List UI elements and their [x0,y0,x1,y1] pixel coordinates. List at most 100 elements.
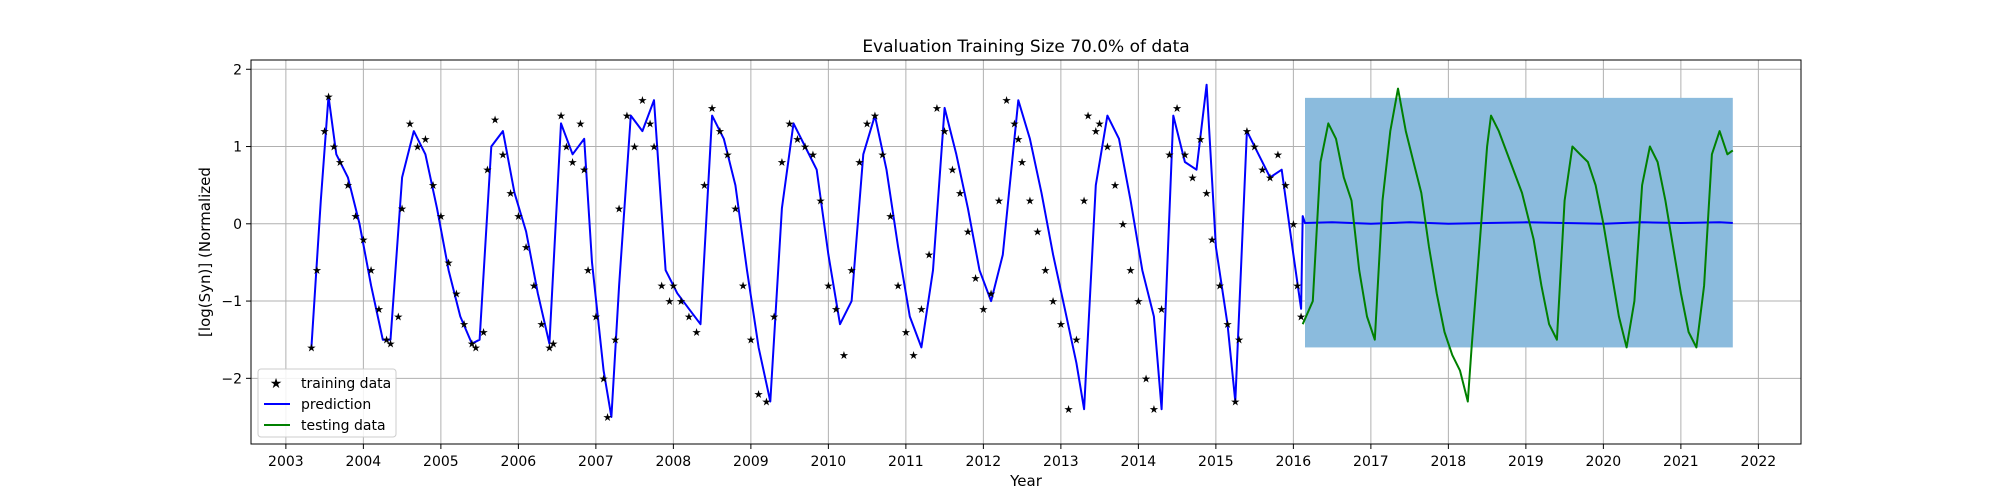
training-data-point: ★ [366,264,376,277]
x-tick-label: 2006 [501,454,537,470]
chart-title: Evaluation Training Size 70.0% of data [862,37,1189,57]
training-data-point: ★ [556,110,566,123]
training-data-point: ★ [893,280,903,293]
training-data-point: ★ [1133,295,1143,308]
training-data-point: ★ [630,141,640,154]
legend-label-testing: testing data [301,418,386,434]
series-layer [310,83,1734,418]
training-data-point: ★ [575,117,585,130]
training-data-point: ★ [637,94,647,107]
x-tick-label: 2017 [1353,454,1389,470]
x-tick-label: 2010 [811,454,847,470]
training-data-point: ★ [614,202,624,215]
training-data-point: ★ [1110,179,1120,192]
x-tick-label: 2014 [1121,454,1157,470]
training-data-point: ★ [1180,148,1190,161]
training-data-point: ★ [386,338,396,351]
training-data-point: ★ [1141,372,1151,385]
training-data-point: ★ [645,117,655,130]
plot-frame [250,59,1802,445]
training-data-point: ★ [306,341,316,354]
training-data-point: ★ [479,326,489,339]
training-data-point: ★ [1013,133,1023,146]
training-data-point: ★ [548,338,558,351]
training-data-point: ★ [490,114,500,127]
x-tick-label: 2020 [1586,454,1622,470]
training-data-point: ★ [1250,141,1260,154]
prediction-line [310,83,1733,418]
training-data-point: ★ [506,187,516,200]
training-data-point: ★ [932,102,942,115]
testing-data-line [1301,87,1734,403]
x-tick-label: 2004 [346,454,382,470]
x-tick-label: 2021 [1663,454,1699,470]
y-tick-label: 0 [233,217,242,233]
y-axis-label: [log(Syn)] (Normalized [196,167,214,337]
training-data-point: ★ [1202,187,1212,200]
training-data-point: ★ [1195,133,1205,146]
training-data-point: ★ [599,372,609,385]
training-data-point: ★ [1126,264,1136,277]
y-tick-label: −1 [221,294,242,310]
training-data-point: ★ [591,311,601,324]
training-data-point: ★ [730,202,740,215]
training-data-point: ★ [916,303,926,316]
x-tick-label: 2007 [578,454,614,470]
training-data-point: ★ [746,334,756,347]
training-data-point: ★ [1017,156,1027,169]
training-data-point: ★ [668,280,678,293]
training-data-point: ★ [1207,233,1217,246]
training-data-point: ★ [676,295,686,308]
training-data-point: ★ [1079,195,1089,208]
training-data-point: ★ [1025,195,1035,208]
training-data-point: ★ [978,303,988,316]
training-data-point: ★ [723,148,733,161]
training-data-point: ★ [513,210,523,223]
x-tick-label: 2015 [1198,454,1234,470]
training-data-point: ★ [808,148,818,161]
x-tick-label: 2013 [1043,454,1079,470]
training-data-point: ★ [769,311,779,324]
training-data-point: ★ [909,349,919,362]
y-tick-label: 2 [233,62,242,78]
training-data-point: ★ [761,396,771,409]
training-data-point: ★ [792,133,802,146]
training-data-point: ★ [657,280,667,293]
training-data-point: ★ [800,141,810,154]
training-data-point: ★ [831,303,841,316]
training-data-point: ★ [1172,102,1182,115]
training-data-point: ★ [699,179,709,192]
x-tick-label: 2011 [888,454,924,470]
training-data-point: ★ [482,164,492,177]
training-data-point: ★ [561,141,571,154]
training-data-point: ★ [436,210,446,223]
training-data-point: ★ [963,226,973,239]
training-data-point: ★ [471,341,481,354]
training-data-point: ★ [467,338,477,351]
training-data-point: ★ [537,318,547,331]
training-data-point: ★ [1071,334,1081,347]
training-data-point: ★ [1002,94,1012,107]
training-data-point: ★ [665,295,675,308]
training-data-point: ★ [847,264,857,277]
training-data-point: ★ [1164,148,1174,161]
training-data-point: ★ [1242,125,1252,138]
training-data-point: ★ [738,280,748,293]
x-tick-label: 2022 [1741,454,1777,470]
y-tick-label: 1 [233,140,242,156]
training-data-point: ★ [444,256,454,269]
training-data-point: ★ [343,179,353,192]
training-data-point: ★ [583,264,593,277]
x-tick-label: 2009 [733,454,769,470]
training-data-point: ★ [955,187,965,200]
training-data-point: ★ [1056,318,1066,331]
x-tick-label: 2008 [656,454,692,470]
training-data-point: ★ [924,249,934,262]
training-data-point: ★ [1048,295,1058,308]
training-data-point: ★ [1215,280,1225,293]
training-data-point: ★ [994,195,1004,208]
training-data-point: ★ [610,334,620,347]
training-data-point: ★ [1230,396,1240,409]
